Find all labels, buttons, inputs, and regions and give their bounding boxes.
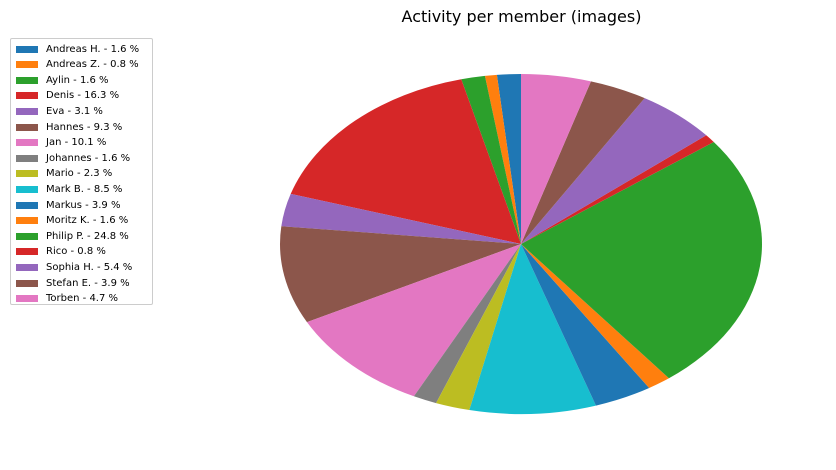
pie-slice-10 [521, 244, 650, 406]
legend-item: Moritz K. - 1.6 % [16, 214, 128, 228]
legend-label: Stefan E. - 3.9 % [46, 277, 130, 289]
legend-swatch [16, 248, 38, 256]
legend-swatch [16, 76, 38, 84]
legend-swatch [16, 295, 38, 303]
legend-swatch [16, 154, 38, 162]
legend-swatch [16, 217, 38, 225]
legend-label: Markus - 3.9 % [46, 199, 121, 211]
legend-swatch [16, 263, 38, 271]
legend-label: Aylin - 1.6 % [46, 74, 109, 86]
legend-label: Torben - 4.7 % [46, 293, 119, 305]
legend-item: Andreas Z. - 0.8 % [16, 58, 139, 72]
legend-label: Philip P. - 24.8 % [46, 230, 129, 242]
legend-item: Jan - 10.1 % [16, 136, 106, 150]
legend-label: Johannes - 1.6 % [46, 152, 131, 164]
legend-swatch [16, 185, 38, 193]
legend-item: Torben - 4.7 % [16, 292, 118, 306]
legend-item: Andreas H. - 1.6 % [16, 42, 139, 56]
pie-slice-5 [280, 226, 521, 323]
legend-label: Moritz K. - 1.6 % [46, 215, 129, 227]
pie-slice-15 [521, 81, 645, 245]
legend-item: Hannes - 9.3 % [16, 120, 122, 134]
legend-label: Andreas Z. - 0.8 % [46, 59, 139, 71]
pie-slice-11 [521, 244, 669, 388]
legend-label: Hannes - 9.3 % [46, 121, 123, 133]
pie-slice-6 [306, 244, 521, 397]
pie-slice-2 [461, 75, 521, 245]
legend-item: Eva - 3.1 % [16, 104, 103, 118]
legend-label: Jan - 10.1 % [46, 137, 107, 149]
pie-slice-0 [496, 74, 521, 244]
legend-item: Philip P. - 24.8 % [16, 229, 129, 243]
pie-slice-12 [521, 141, 763, 379]
legend-item: Mario - 2.3 % [16, 167, 112, 181]
legend: Andreas H. - 1.6 % Andreas Z. - 0.8 % Ayli… [10, 38, 153, 305]
legend-swatch [16, 107, 38, 115]
legend-label: Andreas H. - 1.6 % [46, 43, 140, 55]
legend-label: Sophia H. - 5.4 % [46, 261, 133, 273]
legend-swatch [16, 92, 38, 100]
legend-item: Mark B. - 8.5 % [16, 182, 122, 196]
legend-item: Sophia H. - 5.4 % [16, 260, 132, 274]
pie-slice-7 [413, 244, 521, 404]
legend-swatch [16, 232, 38, 240]
legend-swatch [16, 61, 38, 69]
legend-item: Rico - 0.8 % [16, 245, 106, 259]
legend-item: Aylin - 1.6 % [16, 73, 109, 87]
legend-swatch [16, 201, 38, 209]
pie-slice-14 [521, 98, 707, 244]
legend-label: Mark B. - 8.5 % [46, 183, 123, 195]
pie-slice-4 [281, 193, 521, 244]
legend-swatch [16, 279, 38, 287]
legend-item: Markus - 3.9 % [16, 198, 120, 212]
pie-slice-3 [290, 79, 521, 244]
chart-title: Activity per member (images) [401, 7, 642, 26]
legend-label: Eva - 3.1 % [46, 105, 103, 117]
legend-swatch [16, 139, 38, 147]
legend-swatch [16, 170, 38, 178]
legend-item: Stefan E. - 3.9 % [16, 276, 130, 290]
pie-slice-13 [521, 135, 714, 244]
pie-slice-16 [521, 74, 591, 244]
pie-slice-1 [484, 74, 521, 244]
legend-item: Denis - 16.3 % [16, 89, 119, 103]
legend-swatch [16, 123, 38, 131]
legend-label: Mario - 2.3 % [46, 168, 113, 180]
legend-label: Denis - 16.3 % [46, 90, 120, 102]
legend-swatch [16, 45, 38, 53]
legend-label: Rico - 0.8 % [46, 246, 106, 258]
pie-slice-8 [436, 244, 521, 411]
pie-slice-9 [469, 244, 596, 415]
legend-item: Johannes - 1.6 % [16, 151, 130, 165]
